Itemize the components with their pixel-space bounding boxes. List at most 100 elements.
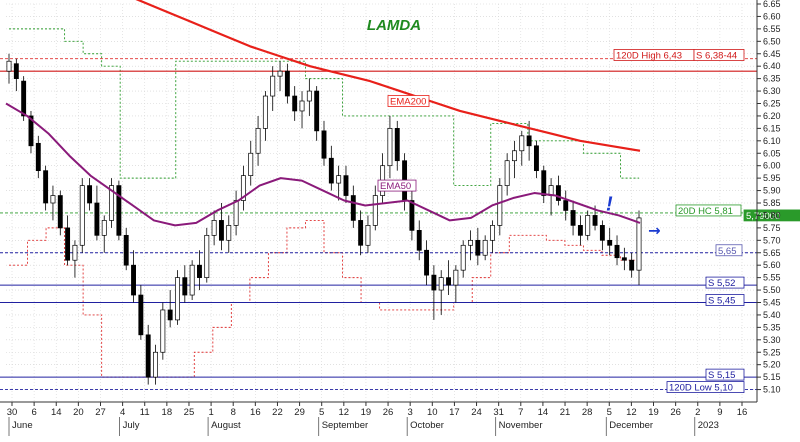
candle-body xyxy=(394,128,400,162)
y-tick-label: 6.65 xyxy=(763,0,781,9)
candle-body xyxy=(292,95,298,112)
candle-body xyxy=(592,215,598,226)
candle-body xyxy=(145,334,151,378)
ema200-label-box xyxy=(387,95,430,107)
candle-body xyxy=(526,135,532,147)
upper-channel-band xyxy=(9,28,639,187)
candle-body xyxy=(79,185,85,246)
candle-body xyxy=(446,277,451,286)
x-tick-label: 18 xyxy=(162,407,173,418)
candle-body xyxy=(577,225,583,236)
x-tick-label: 24 xyxy=(471,407,482,418)
candle-body xyxy=(226,225,232,241)
candle-body xyxy=(350,195,356,221)
candle-body xyxy=(277,70,283,77)
month-label: August xyxy=(211,420,241,431)
candle-body xyxy=(614,244,620,259)
x-tick-label: 7 xyxy=(518,407,523,418)
month-label: November xyxy=(499,420,543,431)
month-label: October xyxy=(410,420,444,431)
month-label: July xyxy=(123,420,140,431)
label-s-552-box xyxy=(705,276,745,289)
label-20d-hc-box xyxy=(675,204,742,217)
month-label: December xyxy=(609,420,653,431)
month-label: September xyxy=(322,420,368,431)
y-tick-label: 5.10 xyxy=(763,385,781,395)
right-arrow-icon: → xyxy=(648,221,661,239)
label-565-box xyxy=(715,244,743,257)
candle-body xyxy=(533,145,539,172)
candle-body xyxy=(189,264,195,296)
candle-body xyxy=(387,128,393,167)
y-tick-label: 6.30 xyxy=(763,86,781,96)
x-tick-label: 16 xyxy=(250,407,261,418)
y-tick-label: 5.25 xyxy=(763,347,781,357)
x-tick-label: 29 xyxy=(294,407,305,418)
candle-body xyxy=(50,195,56,204)
candle-body xyxy=(72,244,78,261)
x-axis: 30 6 14 20 27 4 11 18 25 1 8 16 22 29 5 12 19 26 3 10 17 24 31… xyxy=(0,401,757,436)
candlesticks xyxy=(6,53,642,385)
label-s-515: S 5,15 xyxy=(708,370,735,381)
candle-body xyxy=(475,239,481,256)
x-tick-label: 26 xyxy=(383,407,394,418)
candle-body xyxy=(204,234,210,278)
x-tick-label: 17 xyxy=(449,407,460,418)
candle-body xyxy=(453,269,459,286)
candle-body xyxy=(101,220,107,236)
candle-body xyxy=(116,185,122,236)
chart-title: LAMDA xyxy=(367,17,421,34)
candle-body xyxy=(607,239,613,246)
x-tick-label: 26 xyxy=(670,407,681,418)
candle-body xyxy=(233,200,239,226)
candle-body xyxy=(160,309,166,353)
label-s-638-44: S 6,38-44 xyxy=(696,50,737,61)
candle-body xyxy=(409,200,415,231)
x-tick-label: 6 xyxy=(31,407,36,418)
x-tick-label: 12 xyxy=(339,407,350,418)
candle-body xyxy=(629,259,635,271)
candle-body xyxy=(284,70,290,97)
ema200-line xyxy=(135,0,641,152)
moving-averages xyxy=(5,0,641,227)
x-tick-label: 20 xyxy=(73,407,84,418)
y-tick-label: 6.50 xyxy=(763,36,781,46)
label-last-price: 5,79000 xyxy=(746,211,780,222)
y-tick-label: 5.45 xyxy=(763,298,781,308)
candle-body xyxy=(262,95,268,129)
y-tick-label: 5.80 xyxy=(763,210,781,220)
x-tick-label: 16 xyxy=(737,407,748,418)
candle-body xyxy=(541,170,547,196)
y-tick-label: 5.75 xyxy=(763,223,781,233)
candle-body xyxy=(138,294,144,336)
x-tick-label: 4 xyxy=(120,407,125,418)
candle-body xyxy=(175,277,180,321)
x-tick-label: 2 xyxy=(695,407,700,418)
label-565: 5,65 xyxy=(718,246,737,257)
x-tick-label: 19 xyxy=(648,407,659,418)
label-120d-high: 120D High 6,43 xyxy=(616,50,682,61)
x-tick-label: 25 xyxy=(184,407,195,418)
candle-body xyxy=(482,239,488,256)
x-tick-label: 22 xyxy=(272,407,283,418)
level-labels: 120D High 6,43 S 6,38-44 20D HC 5,81 5,7900… xyxy=(377,49,800,394)
channel-bands xyxy=(9,28,639,378)
y-tick-label: 5.50 xyxy=(763,285,781,295)
ema50-label: EMA50 xyxy=(380,181,411,192)
label-120d-low-box xyxy=(666,381,745,393)
y-tick-label: 6.25 xyxy=(763,99,781,109)
candle-body xyxy=(167,309,173,321)
candle-body xyxy=(270,75,276,97)
candle-body xyxy=(314,90,320,132)
candle-body xyxy=(416,230,422,251)
x-tick-label: 14 xyxy=(51,407,62,418)
candle-body xyxy=(365,225,371,246)
x-tick-label: 9 xyxy=(717,407,722,418)
label-s-545-box xyxy=(705,294,745,306)
x-tick-label: 1 xyxy=(208,407,213,418)
candle-body xyxy=(255,128,261,154)
label-20d-hc: 20D HC 5,81 xyxy=(678,206,733,217)
candle-body xyxy=(131,264,136,296)
y-tick-label: 5.30 xyxy=(763,335,781,345)
